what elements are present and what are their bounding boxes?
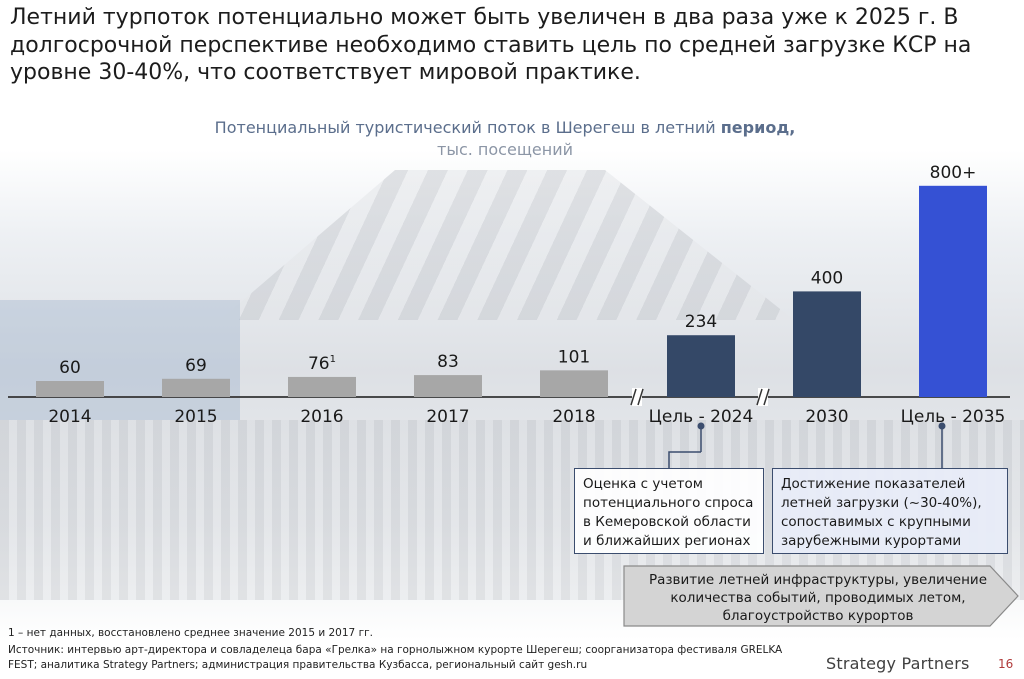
category-label-2017: 2017 bbox=[426, 407, 469, 427]
source-note: Источник: интервью арт-директора и совла… bbox=[8, 644, 783, 671]
value-label-Цель - 2035: 800+ bbox=[930, 163, 977, 183]
category-label-2018: 2018 bbox=[552, 407, 595, 427]
value-label-2014: 60 bbox=[59, 358, 81, 378]
bar-2017 bbox=[414, 375, 482, 397]
connector-dot-2035 bbox=[938, 422, 946, 430]
chart-title: Потенциальный туристический поток в Шере… bbox=[200, 117, 810, 161]
footnote: 1 – нет данных, восстановлено среднее зн… bbox=[8, 627, 373, 639]
bar-2016 bbox=[288, 376, 356, 397]
callout-2035: Достижение показателей летней загрузки (… bbox=[772, 468, 1008, 554]
value-label-2016: 761 bbox=[308, 354, 336, 374]
value-label-2018: 101 bbox=[558, 347, 590, 367]
axis-break-mark bbox=[630, 388, 637, 406]
footnote-marker: 1 bbox=[330, 354, 336, 365]
value-label-Цель - 2024: 234 bbox=[685, 312, 717, 332]
value-label-2017: 83 bbox=[437, 352, 459, 372]
chart-title-text: Потенциальный туристический поток в Шере… bbox=[214, 118, 721, 137]
arrow-text: Развитие летней инфраструктуры, увеличен… bbox=[648, 572, 988, 624]
value-label-2030: 400 bbox=[811, 268, 843, 288]
slide-headline: Летний турпоток потенциально может быть … bbox=[10, 5, 972, 85]
chart-unit: тыс. посещений bbox=[437, 140, 573, 159]
arrow-shape bbox=[623, 565, 1019, 627]
connector-path-2024 bbox=[668, 451, 701, 468]
category-label-Цель - 2035: Цель - 2035 bbox=[901, 407, 1006, 427]
category-label-2015: 2015 bbox=[174, 407, 217, 427]
bar-2018 bbox=[540, 370, 608, 397]
axis-break-gap bbox=[632, 388, 642, 406]
value-label-2015: 69 bbox=[185, 356, 207, 376]
bar-2015 bbox=[162, 378, 230, 397]
category-label-2016: 2016 bbox=[300, 407, 343, 427]
background-building bbox=[0, 300, 240, 420]
category-label-2030: 2030 bbox=[805, 407, 848, 427]
callout-2024: Оценка с учетом потенциального спроса в … bbox=[574, 468, 764, 554]
bar-Цель - 2035 bbox=[919, 185, 987, 397]
axis-break-gap bbox=[758, 388, 768, 406]
bar-Цель - 2024 bbox=[667, 335, 735, 397]
bar-2014 bbox=[36, 381, 104, 397]
company-logo: Strategy Partners bbox=[826, 654, 970, 673]
category-label-2014: 2014 bbox=[48, 407, 91, 427]
axis-break-mark bbox=[637, 388, 644, 406]
page-number: 16 bbox=[998, 657, 1014, 671]
axis-break-mark bbox=[763, 388, 770, 406]
axis-break-mark bbox=[756, 388, 763, 406]
bar-2030 bbox=[793, 291, 861, 397]
connector-dot-2024 bbox=[697, 422, 705, 430]
category-label-Цель - 2024: Цель - 2024 bbox=[649, 407, 754, 427]
chart-title-bold: период, bbox=[720, 118, 796, 137]
